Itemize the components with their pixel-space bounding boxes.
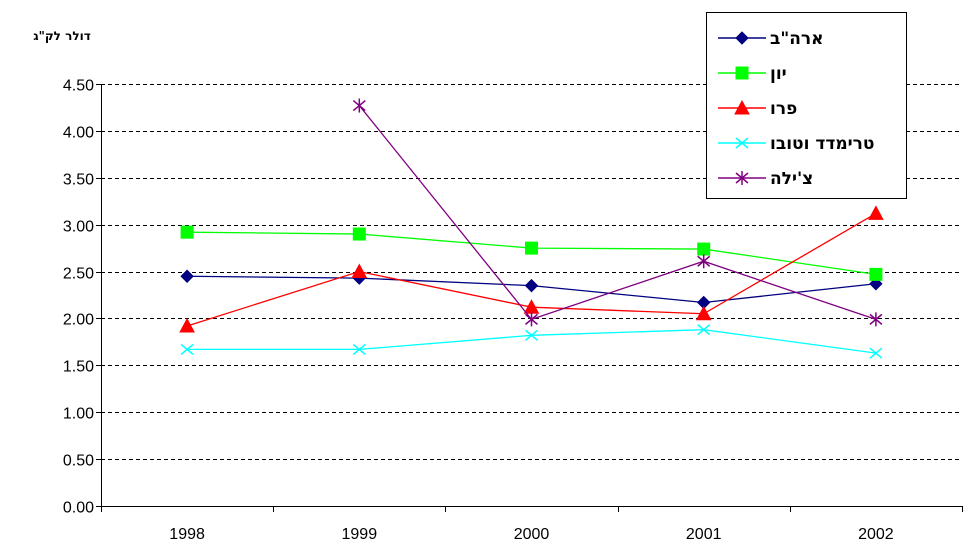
legend-item: יון [718,64,787,84]
data-point [352,343,366,355]
x-tick-labels: 1998 1999 2000 2001 2002 [169,526,893,543]
series-4 [352,98,883,327]
data-point [180,343,194,355]
legend-marker [735,66,749,80]
legend-marker [735,171,749,185]
data-point [525,329,538,341]
legend-label: יון [770,64,787,84]
legend-item: ארה"ב [718,29,824,49]
y-tick-label: 4.00 [63,125,94,142]
data-point [352,98,366,113]
series-0 [180,269,883,310]
series-line [358,105,877,321]
y-tick-label: 3.50 [63,172,94,189]
y-tick-labels: 0.00 0.50 1.00 1.50 2.00 2.50 3.00 3.50 4.00 4.50 [63,78,94,517]
legend-label: טרימדד וטובו [770,134,874,154]
data-point [525,312,538,327]
axes [96,84,963,512]
y-tick-label: 2.00 [63,312,94,329]
data-point [180,269,194,283]
data-point [868,205,884,220]
data-point [869,347,883,359]
x-tick-label: 2002 [858,526,894,543]
legend-marker [735,31,749,45]
series-line [187,329,876,354]
series-3 [180,324,883,359]
legend: ארה"ב יון פרו טרימדד וטובו צ'ילה [706,12,907,199]
data-point [524,278,539,293]
data-point [697,324,711,336]
data-point [352,227,366,241]
x-tick-label: 1998 [169,526,205,543]
y-tick-label: 4.50 [63,78,94,95]
y-tick-label: 0.00 [63,500,94,517]
series-1 [180,225,883,281]
y-tick-label: 3.00 [63,219,94,236]
legend-item: פרו [718,99,797,119]
x-tick-label: 2001 [686,526,722,543]
data-point [695,305,712,321]
legend-label: פרו [770,99,797,119]
y-tick-label: 0.50 [63,453,94,470]
series-lines [179,98,884,359]
legend-marker [734,99,750,115]
data-point [351,263,368,279]
data-point [525,241,538,255]
data-point [869,312,883,327]
gridlines [101,84,962,460]
legend-item: צ'ילה [718,169,813,189]
legend-marker [735,137,749,149]
data-point [179,317,195,333]
y-tick-label: 2.50 [63,266,94,283]
y-axis-label: דולר לק"ג [33,29,91,43]
data-point [180,225,194,239]
legend-label: צ'ילה [770,169,813,189]
x-tick-label: 1999 [342,526,378,543]
data-point [697,242,711,256]
x-tick-label: 2000 [514,526,550,543]
y-tick-label: 1.00 [63,406,94,423]
data-point [697,254,711,269]
data-point [869,267,883,281]
y-tick-label: 1.50 [63,359,94,376]
legend-item: טרימדד וטובו [718,134,874,154]
legend-label: ארה"ב [770,29,824,49]
